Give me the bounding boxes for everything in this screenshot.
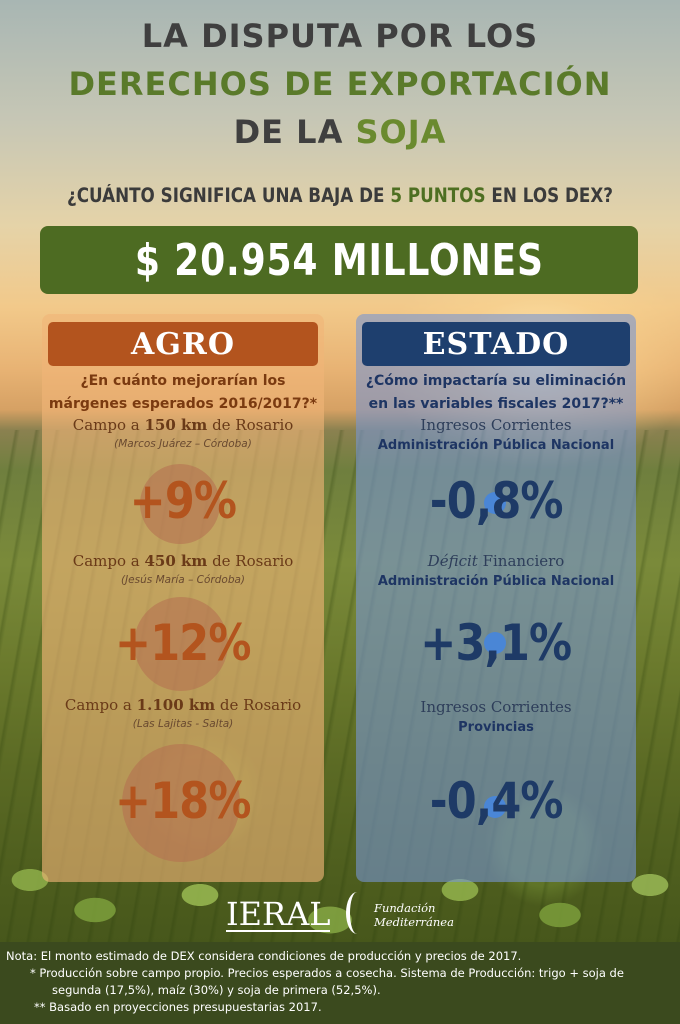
estado-item-1-dot [484, 492, 506, 514]
note-line-1: Nota: El monto estimado de DEX considera… [6, 949, 522, 963]
estado-item-2-label: Déficit Financiero [356, 552, 636, 570]
estado-item-2-label-b: Financiero [477, 552, 565, 570]
estado-item-3-scope: Provincias [458, 720, 534, 735]
agro-panel: AGRO ¿En cuánto mejorarían los márgenes … [42, 314, 324, 882]
footnotes: Nota: El monto estimado de DEX considera… [0, 942, 680, 1024]
note-line-2: * Producción sobre campo propio. Precios… [30, 966, 624, 980]
agro-item-2-label-a: Campo a [72, 552, 145, 570]
agro-item-3-value: +18% [42, 772, 324, 830]
title-line-3-prefix: DE LA [233, 113, 356, 151]
ieral-logo: IERAL [226, 895, 331, 933]
agro-item-3-label-a: Campo a [64, 696, 137, 714]
estado-header: ESTADO [362, 322, 630, 366]
agro-item-1-label-c: de Rosario [207, 416, 294, 434]
estado-item-3-label-a: Ingresos Corrientes [420, 698, 572, 716]
agro-item-2-location: (Jesús María – Córdoba) [120, 574, 246, 586]
estado-item-2-value-text: +3,1% [420, 614, 572, 672]
agro-item-2-distance: 450 km [144, 552, 208, 570]
title-soja: SOJA [355, 113, 447, 151]
agro-item-1-distance: 150 km [144, 416, 208, 434]
agro-item-1-label: Campo a 150 km de Rosario [42, 416, 324, 434]
estado-item-2-dot [484, 632, 506, 654]
estado-item-2-label-a: Déficit [427, 552, 478, 570]
agro-item-3-label-c: de Rosario [215, 696, 302, 714]
estado-item-3-label: Ingresos Corrientes [356, 698, 636, 716]
estado-item-1-label-a: Ingresos Corrientes [420, 416, 572, 434]
estado-question-line-1: ¿Cómo impactaría su eliminación [365, 373, 627, 389]
estado-panel: ESTADO ¿Cómo impactaría su eliminación e… [356, 314, 636, 882]
question-highlight: 5 PUNTOS [390, 184, 486, 207]
estado-item-3-dot [484, 796, 506, 818]
agro-header: AGRO [48, 322, 318, 366]
agro-item-2-label-c: de Rosario [207, 552, 294, 570]
estado-item-1-value: -0,8% [356, 472, 636, 530]
estado-item-1-value-text: -0,8% [429, 472, 564, 530]
fundacion-line-1: Fundación [374, 901, 436, 915]
agro-item-3-label: Campo a 1.100 km de Rosario [42, 696, 324, 714]
estado-question-line-2: en las variables fiscales 2017?** [368, 396, 624, 412]
estado-item-2-scope: Administración Pública Nacional [377, 574, 615, 589]
agro-item-3-distance: 1.100 km [136, 696, 216, 714]
dex-question: ¿CUÁNTO SIGNIFICA UNA BAJA DE 5 PUNTOS E… [48, 184, 633, 207]
agro-item-1-circle [140, 464, 220, 544]
estado-item-1-scope: Administración Pública Nacional [377, 438, 615, 453]
title-line-3: DE LA SOJA [0, 108, 680, 156]
agro-question: ¿En cuánto mejorarían los márgenes esper… [42, 370, 324, 416]
agro-item-3-circle [122, 744, 240, 862]
agro-item-2-circle [134, 597, 228, 691]
agro-question-line-2: márgenes esperados 2016/2017?* [48, 396, 318, 412]
title-line-1: LA DISPUTA POR LOS [141, 17, 539, 55]
estado-item-2-value: +3,1% [356, 614, 636, 672]
agro-item-1-location: (Marcos Juárez – Córdoba) [114, 438, 252, 450]
agro-item-2-value: +12% [42, 614, 324, 672]
logos-row: IERAL Fundación Mediterránea [0, 892, 680, 940]
amount-banner: $ 20.954 MILLONES [40, 226, 638, 294]
agro-item-2-label: Campo a 450 km de Rosario [42, 552, 324, 570]
question-part-c: EN LOS DEX? [485, 184, 614, 207]
agro-item-3-location: (Las Lajitas - Salta) [132, 718, 234, 730]
estado-question: ¿Cómo impactaría su eliminación en las v… [356, 370, 636, 416]
note-line-4: ** Basado en proyecciones presupuestaria… [34, 1000, 322, 1014]
amount-value: $ 20.954 MILLONES [134, 234, 544, 286]
fundacion-line-2: Mediterránea [374, 915, 454, 929]
agro-item-1-label-a: Campo a [72, 416, 145, 434]
agro-item-2-value-text: +12% [115, 614, 251, 672]
agro-item-1-value-text: +9% [129, 472, 237, 530]
estado-item-3-value-text: -0,4% [429, 772, 564, 830]
estado-item-3-value: -0,4% [356, 772, 636, 830]
fundacion-mediterranea-logo: Fundación Mediterránea [346, 892, 478, 936]
fundacion-mark-icon [346, 892, 368, 934]
note-line-3: segunda (17,5%), maíz (30%) y soja de pr… [52, 983, 381, 997]
agro-item-3-value-text: +18% [115, 772, 251, 830]
main-title: LA DISPUTA POR LOS DERECHOS DE EXPORTACI… [0, 12, 680, 156]
agro-question-line-1: ¿En cuánto mejorarían los [80, 373, 286, 389]
question-part-a: ¿CUÁNTO SIGNIFICA UNA BAJA DE [66, 184, 391, 207]
estado-item-1-label: Ingresos Corrientes [356, 416, 636, 434]
agro-item-1-value: +9% [42, 472, 324, 530]
title-line-2: DERECHOS DE EXPORTACIÓN [68, 65, 612, 103]
